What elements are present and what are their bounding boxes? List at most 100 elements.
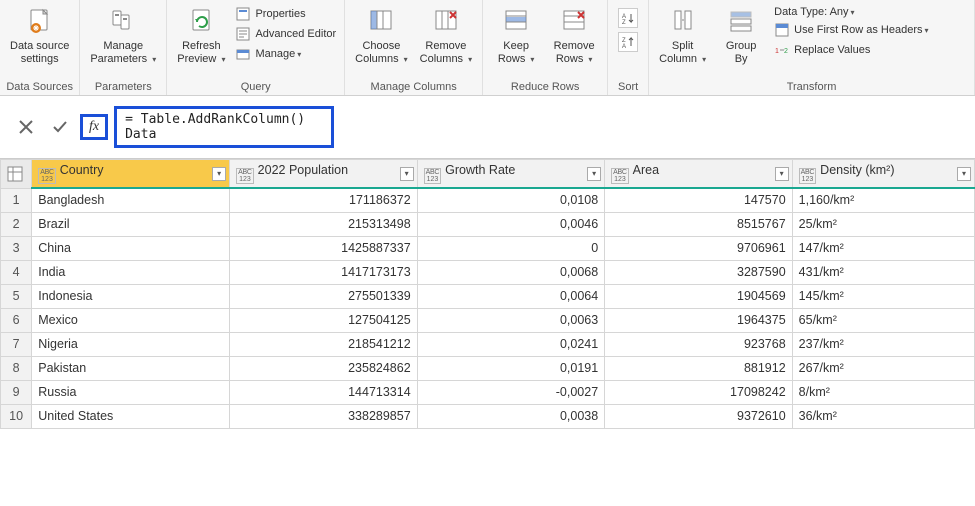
cell[interactable]: 0,0038 [417,404,605,428]
table-corner-button[interactable] [1,160,32,189]
cell[interactable]: 338289857 [230,404,418,428]
cell[interactable]: 145/km² [792,284,974,308]
remove-rows-button[interactable]: RemoveRows ▾ [545,2,603,65]
cancel-formula-button[interactable] [12,113,40,141]
cell[interactable]: 0,0068 [417,260,605,284]
cell[interactable]: China [32,236,230,260]
manage-parameters-button[interactable]: ManageParameters ▾ [84,2,162,65]
row-number[interactable]: 8 [1,356,32,380]
remove-columns-button[interactable]: RemoveColumns ▾ [414,2,478,65]
cell[interactable]: 3287590 [605,260,793,284]
choose-columns-button[interactable]: ChooseColumns ▾ [349,2,413,65]
cell[interactable]: 431/km² [792,260,974,284]
column-header[interactable]: ABC1232022 Population▾ [230,160,418,189]
cell[interactable]: Brazil [32,212,230,236]
datatype-icon[interactable]: ABC123 [236,168,254,184]
cell[interactable]: 9706961 [605,236,793,260]
data-type-button[interactable]: Data Type: Any▾ [770,4,932,20]
row-number[interactable]: 1 [1,188,32,212]
cell[interactable]: 0,0046 [417,212,605,236]
datatype-icon[interactable]: ABC123 [38,168,56,184]
cell[interactable]: -0,0027 [417,380,605,404]
column-header[interactable]: ABC123Area▾ [605,160,793,189]
cell[interactable]: 0,0191 [417,356,605,380]
data-source-settings-button[interactable]: Data sourcesettings [4,2,75,65]
properties-button[interactable]: Properties [231,4,340,24]
manage-parameters-label: ManageParameters ▾ [90,40,156,65]
cell[interactable]: 0,0241 [417,332,605,356]
filter-button[interactable]: ▾ [400,167,414,181]
row-number[interactable]: 5 [1,284,32,308]
cell[interactable]: 923768 [605,332,793,356]
cell[interactable]: 1417173173 [230,260,418,284]
cell[interactable]: 144713314 [230,380,418,404]
first-row-headers-button[interactable]: Use First Row as Headers▾ [770,20,932,40]
split-column-button[interactable]: SplitColumn ▾ [653,2,712,65]
cell[interactable]: 0,0064 [417,284,605,308]
sort-desc-button[interactable]: ZA [618,32,638,52]
confirm-formula-button[interactable] [46,113,74,141]
cell[interactable]: 267/km² [792,356,974,380]
cell[interactable]: India [32,260,230,284]
datatype-icon[interactable]: ABC123 [799,168,817,184]
cell[interactable]: Indonesia [32,284,230,308]
cell[interactable]: Pakistan [32,356,230,380]
row-number[interactable]: 2 [1,212,32,236]
cell[interactable]: Bangladesh [32,188,230,212]
cell[interactable]: 17098242 [605,380,793,404]
row-number[interactable]: 10 [1,404,32,428]
formula-input[interactable]: = Table.AddRankColumn() Data [114,106,334,148]
filter-button[interactable]: ▾ [957,167,971,181]
datatype-icon[interactable]: ABC123 [424,168,442,184]
row-number[interactable]: 4 [1,260,32,284]
refresh-preview-button[interactable]: RefreshPreview ▾ [171,2,231,65]
cell[interactable]: 235824862 [230,356,418,380]
cell[interactable]: 127504125 [230,308,418,332]
cell[interactable]: Nigeria [32,332,230,356]
cell[interactable]: 25/km² [792,212,974,236]
cell[interactable]: 65/km² [792,308,974,332]
row-number[interactable]: 3 [1,236,32,260]
cell[interactable]: 881912 [605,356,793,380]
row-number[interactable]: 9 [1,380,32,404]
group-by-button[interactable]: GroupBy [712,2,770,65]
filter-button[interactable]: ▾ [775,167,789,181]
filter-button[interactable]: ▾ [587,167,601,181]
column-header[interactable]: ABC123Country▾ [32,160,230,189]
cell[interactable]: 0 [417,236,605,260]
cell[interactable]: 8/km² [792,380,974,404]
cell[interactable]: 275501339 [230,284,418,308]
ribbon-group-transform: SplitColumn ▾ GroupBy Data Type: Any▾ Us… [649,0,975,95]
cell[interactable]: 147570 [605,188,793,212]
replace-values-button[interactable]: 12 Replace Values [770,40,932,60]
cell[interactable]: 0,0108 [417,188,605,212]
row-number[interactable]: 7 [1,332,32,356]
column-header[interactable]: ABC123Growth Rate▾ [417,160,605,189]
filter-button[interactable]: ▾ [212,167,226,181]
cell[interactable]: 1964375 [605,308,793,332]
manage-button[interactable]: Manage▾ [231,44,340,64]
cell[interactable]: 1,160/km² [792,188,974,212]
cell[interactable]: 8515767 [605,212,793,236]
fx-button[interactable]: fx [80,114,108,140]
cell[interactable]: 147/km² [792,236,974,260]
cell[interactable]: 1425887337 [230,236,418,260]
cell[interactable]: 218541212 [230,332,418,356]
cell[interactable]: 237/km² [792,332,974,356]
cell[interactable]: 171186372 [230,188,418,212]
cell[interactable]: 215313498 [230,212,418,236]
advanced-editor-button[interactable]: Advanced Editor [231,24,340,44]
cell[interactable]: 9372610 [605,404,793,428]
check-icon [52,119,68,135]
datatype-icon[interactable]: ABC123 [611,168,629,184]
row-number[interactable]: 6 [1,308,32,332]
cell[interactable]: Mexico [32,308,230,332]
keep-rows-button[interactable]: KeepRows ▾ [487,2,545,65]
cell[interactable]: 36/km² [792,404,974,428]
column-header[interactable]: ABC123Density (km²)▾ [792,160,974,189]
cell[interactable]: United States [32,404,230,428]
cell[interactable]: 1904569 [605,284,793,308]
cell[interactable]: 0,0063 [417,308,605,332]
sort-asc-button[interactable]: AZ [618,8,638,28]
cell[interactable]: Russia [32,380,230,404]
